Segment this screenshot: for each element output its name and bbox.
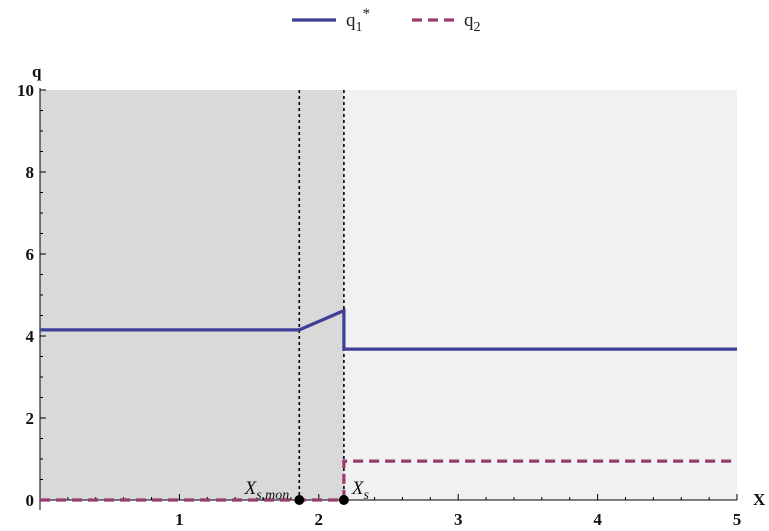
series-line-1: [40, 308, 737, 351]
plot-background: [40, 90, 737, 500]
vertical-marker-point-2: [338, 495, 349, 505]
y-tick-label: 8: [26, 163, 35, 182]
x-tick-label: 4: [593, 510, 602, 529]
y-tick-label: 0: [26, 491, 35, 510]
x-tick-label: 1: [175, 510, 184, 529]
x-tick-label: 5: [733, 510, 742, 529]
series-line-2: [40, 459, 737, 502]
y-axis-label: q: [32, 62, 42, 81]
y-tick-label: 4: [26, 327, 35, 346]
annotations: Xs,mon Xs: [244, 478, 370, 503]
shaded-region-2: [343, 90, 737, 500]
legend: q1* q2: [292, 6, 481, 35]
vertical-marker-label-1: Xs,mon: [244, 478, 290, 503]
vertical-marker-point-1: [294, 495, 305, 505]
y-tick-label: 2: [26, 409, 35, 428]
legend-label-1: q1*: [346, 6, 370, 35]
x-tick-label: 2: [315, 510, 324, 529]
vertical-marker-label-2: Xs: [351, 478, 370, 503]
y-tick-label: 10: [17, 81, 34, 100]
series-layer: [40, 308, 737, 502]
shaded-region-1: [40, 90, 344, 500]
y-tick-label: 6: [26, 245, 35, 264]
vertical-markers: [298, 90, 345, 500]
marker-points: [294, 495, 349, 505]
legend-label-2: q2: [464, 10, 481, 35]
x-tick-label: 3: [454, 510, 463, 529]
x-axis-label: X: [753, 490, 766, 509]
